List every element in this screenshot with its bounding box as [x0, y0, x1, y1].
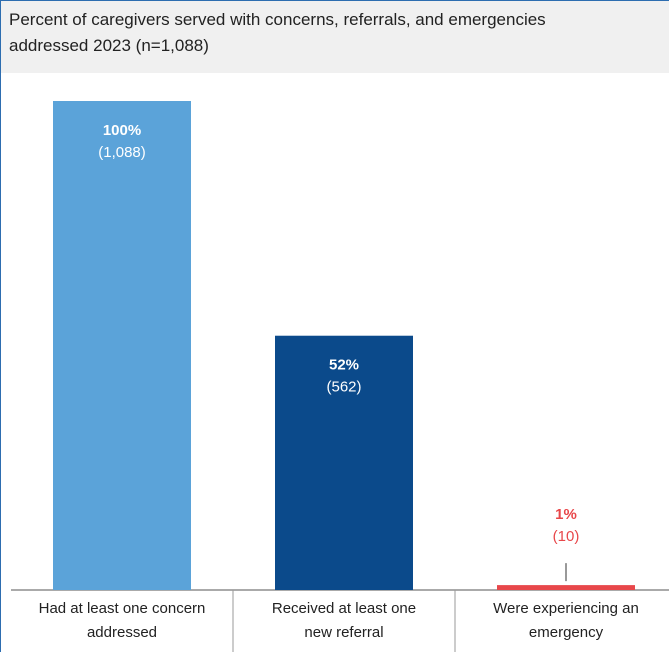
- chart-title: Percent of caregivers served with concer…: [9, 10, 546, 55]
- bar: [497, 585, 635, 590]
- value-label: 52%: [329, 357, 359, 374]
- count-label: (562): [326, 379, 361, 396]
- count-label: (1,088): [98, 144, 146, 161]
- bar: [275, 335, 413, 590]
- value-label: 1%: [555, 506, 577, 523]
- x-tick-label: emergency: [529, 624, 604, 641]
- x-tick-label: Were experiencing an: [493, 600, 639, 617]
- bar: [53, 101, 191, 590]
- x-tick-label: new referral: [304, 624, 383, 641]
- x-tick-label: Received at least one: [272, 600, 416, 617]
- title-bar: Percent of caregivers served with concer…: [1, 1, 669, 73]
- x-tick-label: addressed: [87, 624, 157, 641]
- value-label: 100%: [103, 122, 141, 139]
- x-tick-label: Had at least one concern: [39, 600, 206, 617]
- count-label: (10): [553, 528, 580, 545]
